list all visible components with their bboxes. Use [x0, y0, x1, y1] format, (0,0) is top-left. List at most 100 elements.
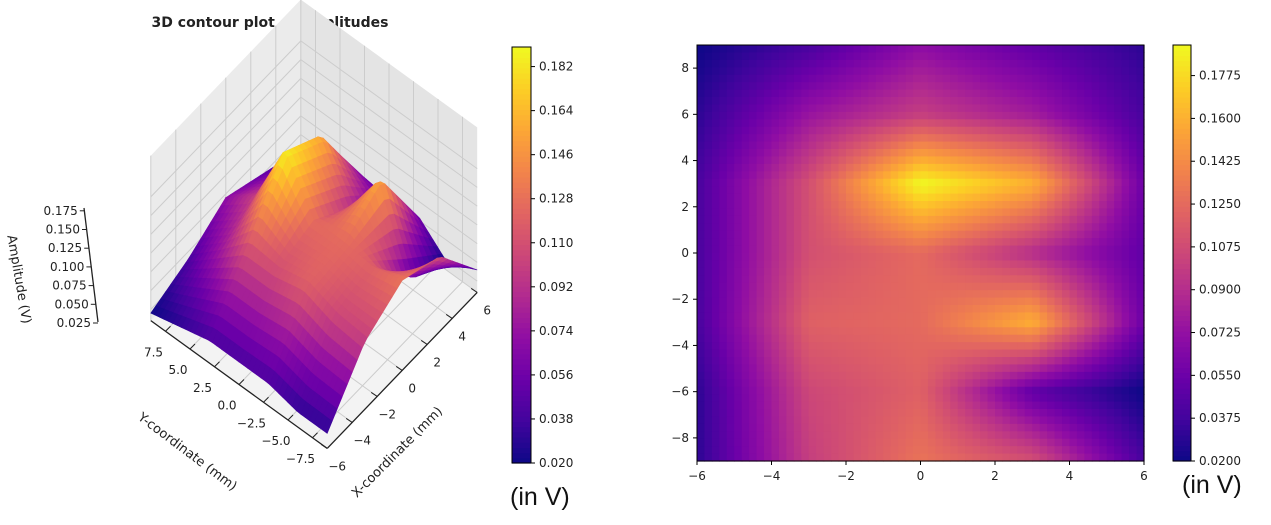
heatmap-cell [927, 82, 936, 91]
heatmap-cell [1106, 401, 1115, 410]
heatmap-cell [1076, 305, 1085, 314]
heatmap-cell [704, 134, 713, 143]
colorbar-segment [1173, 123, 1191, 129]
heatmap-cell [1121, 282, 1130, 291]
colorbar-segment [512, 229, 531, 235]
heatmap-cell [1099, 386, 1108, 395]
heatmap-cell [1039, 97, 1048, 106]
heatmap-cell [726, 394, 735, 403]
heatmap-cell [1099, 171, 1108, 180]
heatmap-cell [957, 156, 966, 165]
heatmap-cell [771, 59, 780, 68]
heatmap-cell [935, 186, 944, 195]
heatmap-cell [786, 163, 795, 172]
heatmap-cell [868, 305, 877, 314]
colorbar-segment [512, 67, 531, 74]
colorbar-segment [1173, 284, 1191, 290]
heatmap-cell [1136, 201, 1145, 210]
heatmap-cell [1136, 290, 1145, 299]
heatmap-cell [957, 401, 966, 410]
heatmap-cell [1121, 59, 1130, 68]
heatmap-cell [778, 111, 787, 120]
heatmap-cell [793, 208, 802, 217]
heatmap-cell [1047, 319, 1056, 328]
heatmap-cell [1009, 238, 1018, 247]
heatmap-cell [764, 379, 773, 388]
heatmap-cell [1099, 297, 1108, 306]
heatmap-cell [883, 319, 892, 328]
heatmap-cell [1114, 119, 1123, 128]
grid-line [150, 59, 302, 216]
heatmap-cell [972, 416, 981, 425]
heatmap-cell [726, 431, 735, 440]
heatmap-cell [756, 111, 765, 120]
heatmap-cell [771, 245, 780, 254]
heatmap-cell [920, 431, 929, 440]
heatmap-cell [734, 186, 743, 195]
heatmap-cell [987, 208, 996, 217]
heatmap-cell [1114, 245, 1123, 254]
colorbar-segment [1173, 227, 1191, 233]
colorbar-segment [1173, 242, 1191, 249]
heatmap-cell [816, 156, 825, 165]
heatmap-cell [1084, 230, 1093, 239]
heatmap-cell [734, 327, 743, 336]
heatmap-cell [935, 416, 944, 425]
colorbar-segment [512, 411, 531, 417]
heatmap-cell [950, 275, 959, 284]
heatmap-cell [995, 74, 1004, 83]
heatmap-cell [1106, 253, 1115, 262]
heatmap-cell [749, 208, 758, 217]
heatmap-cell [1032, 349, 1041, 358]
heatmap-cell [831, 394, 840, 403]
heatmap-cell [1017, 312, 1026, 321]
heatmap-cell [823, 245, 832, 254]
heatmap-cell [1091, 401, 1100, 410]
heatmap-cell [816, 163, 825, 172]
heatmap-cell [1129, 453, 1138, 462]
heatmap-cell [1069, 394, 1078, 403]
heatmap-cell [786, 208, 795, 217]
heatmap-cell [1121, 364, 1130, 373]
heatmap-cell [764, 371, 773, 380]
heatmap-cell [913, 334, 922, 343]
heatmap-cell [778, 193, 787, 202]
heatmap-cell [756, 52, 765, 61]
heatmap-cell [935, 327, 944, 336]
heatmap-cell [1047, 364, 1056, 373]
heatmap-cell [771, 453, 780, 462]
heatmap-cell [734, 111, 743, 120]
heatmap-cell [793, 178, 802, 187]
heatmap-cell [1091, 379, 1100, 388]
heatmap-cell [816, 401, 825, 410]
colorbar-segment [1173, 429, 1191, 436]
heatmap-cell [987, 82, 996, 91]
heatmap-cell [1054, 45, 1063, 54]
heatmap-cell [913, 349, 922, 358]
heatmap-cell [927, 245, 936, 254]
heatmap-cell [987, 97, 996, 106]
heatmap-cell [1062, 260, 1071, 269]
heatmap-cell [778, 134, 787, 143]
heatmap-cell [801, 186, 810, 195]
heatmap-cell [950, 82, 959, 91]
heatmap-cell [793, 282, 802, 291]
heatmap-cell [697, 253, 706, 262]
heatmap-cell [808, 438, 817, 447]
heatmap-cell [1002, 230, 1011, 239]
heatmap-cell [1009, 104, 1018, 113]
heatmap-cell [697, 59, 706, 68]
heatmap-cell [1024, 327, 1033, 336]
heatmap-cell [1084, 446, 1093, 455]
y-tick-label: −6 [671, 385, 689, 399]
heatmap-cell [957, 282, 966, 291]
colorbar-segment [1173, 81, 1191, 88]
heatmap-cell [704, 201, 713, 210]
heatmap-cell [1099, 394, 1108, 403]
heatmap-cell [734, 297, 743, 306]
heatmap-cell [1114, 149, 1123, 158]
heatmap-cell [823, 386, 832, 395]
heatmap-cell [1002, 245, 1011, 254]
heatmap-cell [1084, 342, 1093, 351]
heatmap-cell [883, 253, 892, 262]
